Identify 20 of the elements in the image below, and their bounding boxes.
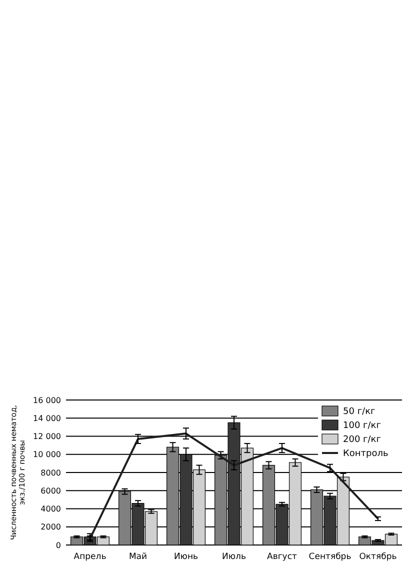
legend-label: 50 г/кг <box>343 407 376 418</box>
legend-label: 100 г/кг <box>343 421 382 432</box>
legend-label: Контроль <box>343 449 388 460</box>
y-tick-label: 10 000 <box>33 450 61 460</box>
y-tick-label: 12 000 <box>33 432 61 442</box>
x-tick-label: Октябрь <box>359 552 397 562</box>
x-tick-label: Август <box>267 552 298 562</box>
y-tick-label: 14 000 <box>33 414 61 423</box>
y-tick-label: 6000 <box>40 486 61 496</box>
x-tick-label: Апрель <box>74 552 106 562</box>
x-tick-label: Июнь <box>174 552 198 562</box>
y-tick-label: 0 <box>56 540 61 550</box>
y-tick-label: 16 000 <box>33 396 61 405</box>
x-tick-label: Сентябрь <box>308 552 352 562</box>
y-tick-label: 8000 <box>40 468 61 478</box>
y-tick-label: 2000 <box>40 522 61 532</box>
x-tick-label: Июль <box>222 552 246 562</box>
y-tick-label: 4000 <box>40 504 61 514</box>
legend-label: 200 г/кг <box>343 435 382 446</box>
x-tick-label: Май <box>128 552 148 562</box>
